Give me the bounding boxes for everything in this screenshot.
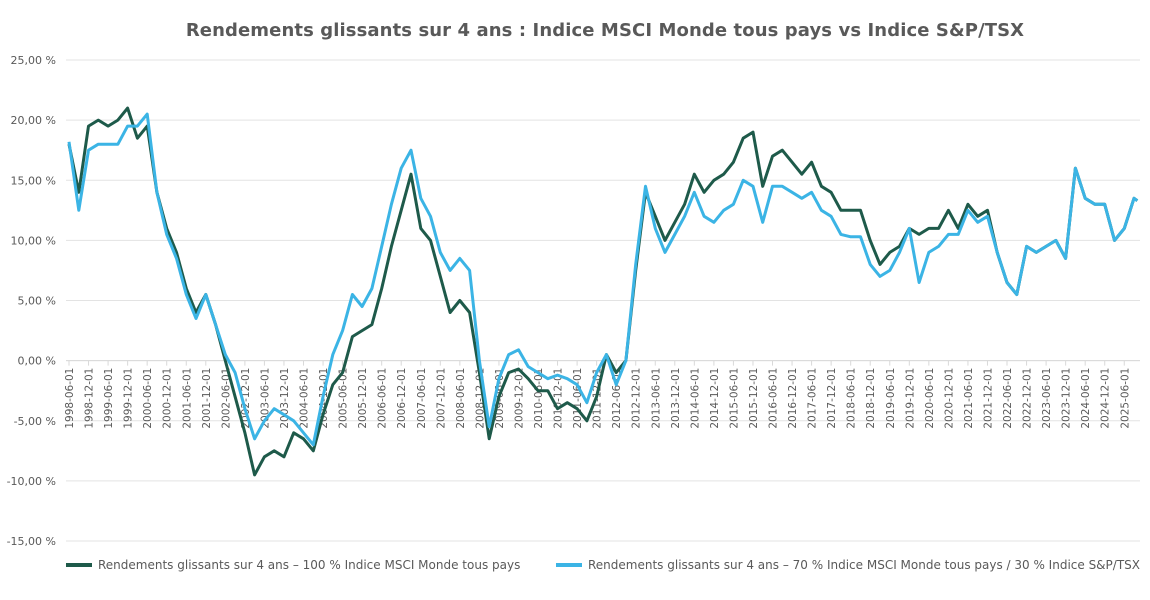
x-tick-label: 2014-06-01 xyxy=(689,368,701,429)
y-tick-label: 0,00 % xyxy=(18,355,56,368)
x-tick-label: 1998-12-01 xyxy=(84,368,96,429)
x-tick-label: 2016-12-01 xyxy=(787,368,799,429)
y-tick-label: 20,00 % xyxy=(11,114,56,127)
x-tick-label: 2021-06-01 xyxy=(963,368,975,429)
y-tick-label: 15,00 % xyxy=(11,174,56,187)
series-line-blend xyxy=(67,112,1139,447)
y-tick-label: -10,00 % xyxy=(7,475,56,488)
x-tick-label: 2018-06-01 xyxy=(846,368,858,429)
x-tick-label: 2022-12-01 xyxy=(1022,368,1034,429)
x-tick-label: 2020-12-01 xyxy=(943,368,955,429)
y-tick-label: 10,00 % xyxy=(11,234,56,247)
x-tick-label: 1998-06-01 xyxy=(64,368,76,429)
x-tick-label: 2024-06-01 xyxy=(1080,368,1092,429)
x-tick-label: 2023-06-01 xyxy=(1041,368,1053,429)
x-tick-label: 2002-06-01 xyxy=(220,368,232,429)
y-tick-label: -5,00 % xyxy=(14,415,56,428)
legend-label: Rendements glissants sur 4 ans – 100 % I… xyxy=(98,558,521,572)
x-tick-label: 2024-12-01 xyxy=(1100,368,1112,429)
x-tick-label: 2007-12-01 xyxy=(435,368,447,429)
x-tick-label: 2010-06-01 xyxy=(533,368,545,429)
x-tick-label: 1999-06-01 xyxy=(103,368,115,429)
x-tick-label: 2001-06-01 xyxy=(181,368,193,429)
y-tick-label: 25,00 % xyxy=(11,54,56,67)
x-tick-label: 2020-06-01 xyxy=(924,368,936,429)
x-tick-label: 2012-12-01 xyxy=(631,368,643,429)
x-tick-label: 2004-06-01 xyxy=(299,368,311,429)
x-tick-label: 2000-12-01 xyxy=(162,368,174,429)
x-tick-label: 2005-12-01 xyxy=(357,368,369,429)
y-tick-label: 5,00 % xyxy=(18,295,56,308)
x-tick-label: 2011-06-01 xyxy=(572,368,584,429)
x-tick-label: 2000-06-01 xyxy=(142,368,154,429)
x-tick-label: 2025-06-01 xyxy=(1119,368,1131,429)
x-tick-label: 2017-06-01 xyxy=(807,368,819,429)
x-tick-label: 2013-06-01 xyxy=(650,368,662,429)
x-tick-label: 2007-06-01 xyxy=(416,368,428,429)
legend-swatch xyxy=(556,563,582,567)
chart-title: Rendements glissants sur 4 ans : Indice … xyxy=(185,20,1025,41)
x-tick-label: 2009-12-01 xyxy=(513,368,525,429)
x-tick-label: 2016-06-01 xyxy=(768,368,780,429)
x-tick-label: 2022-06-01 xyxy=(1002,368,1014,429)
legend-item-msci: Rendements glissants sur 4 ans – 100 % I… xyxy=(66,558,520,572)
x-tick-label: 2015-12-01 xyxy=(748,368,760,429)
x-tick-label: 2001-12-01 xyxy=(201,368,213,429)
x-tick-label: 2008-06-01 xyxy=(455,368,467,429)
x-tick-label: 2006-06-01 xyxy=(377,368,389,429)
x-tick-label: 2017-12-01 xyxy=(826,368,838,429)
x-tick-label: 2019-06-01 xyxy=(885,368,897,429)
y-tick-label: -15,00 % xyxy=(7,535,56,548)
legend-swatch xyxy=(66,563,92,567)
legend-label: Rendements glissants sur 4 ans – 70 % In… xyxy=(588,558,1140,572)
x-tick-label: 2014-12-01 xyxy=(709,368,721,429)
x-tick-label: 2019-12-01 xyxy=(904,368,916,429)
x-tick-label: 2013-12-01 xyxy=(670,368,682,429)
x-tick-label: 2006-12-01 xyxy=(396,368,408,429)
x-tick-label: 2003-06-01 xyxy=(259,368,271,429)
x-tick-label: 2021-12-01 xyxy=(982,368,994,429)
x-tick-label: 2002-12-01 xyxy=(240,368,252,429)
x-tick-label: 1999-12-01 xyxy=(123,368,135,429)
legend-item-blend: Rendements glissants sur 4 ans – 70 % In… xyxy=(556,558,1140,572)
x-tick-label: 2010-12-01 xyxy=(553,368,565,429)
x-tick-label: 2023-12-01 xyxy=(1061,368,1073,429)
x-tick-label: 2005-06-01 xyxy=(338,368,350,429)
x-tick-label: 2018-12-01 xyxy=(865,368,877,429)
x-tick-label: 2015-06-01 xyxy=(728,368,740,429)
